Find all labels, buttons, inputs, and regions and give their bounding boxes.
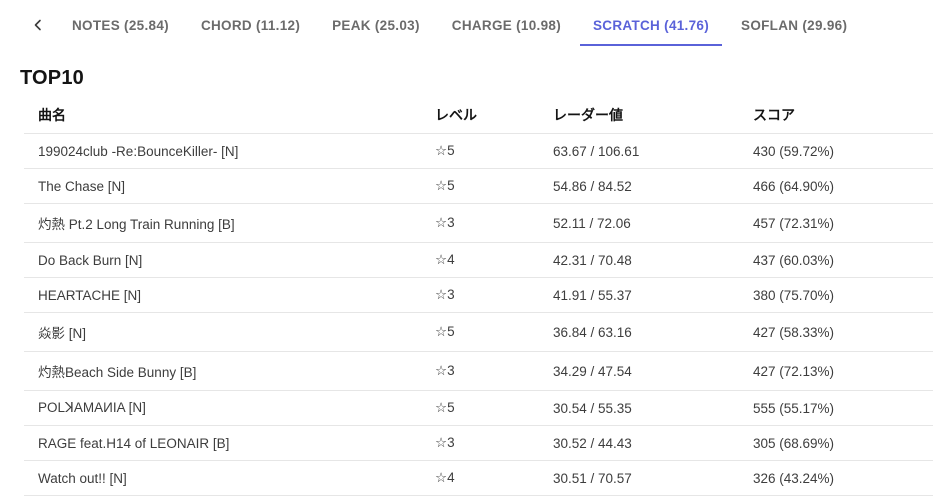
song-title-cell: 199024club -Re:BounceKiller- [N]: [24, 133, 421, 169]
level-cell: ☆4: [421, 460, 539, 496]
table-row: Do Back Burn [N] ☆4 42.31 / 70.48 437 (6…: [24, 242, 933, 278]
radar-value-cell: 41.91 / 55.37: [539, 277, 739, 313]
top10-table: 曲名 レベル レーダー値 スコア 199024club -Re:BounceKi…: [24, 98, 933, 496]
song-title-cell: Watch out!! [N]: [24, 460, 421, 496]
score-cell: 437 (60.03%): [739, 242, 933, 278]
score-cell: 380 (75.70%): [739, 277, 933, 313]
song-title-cell: Do Back Burn [N]: [24, 242, 421, 278]
level-cell: ☆3: [421, 203, 539, 243]
radar-value-cell: 36.84 / 63.16: [539, 312, 739, 352]
column-header-score: スコア: [753, 107, 795, 123]
score-cell: 430 (59.72%): [739, 133, 933, 169]
level-cell: ☆3: [421, 277, 539, 313]
score-cell: 427 (58.33%): [739, 312, 933, 352]
page-title: TOP10: [20, 67, 84, 89]
column-header-song-title: 曲名: [38, 107, 66, 123]
table-row: HEARTACHE [N] ☆3 41.91 / 55.37 380 (75.7…: [24, 277, 933, 313]
radar-value-cell: 34.29 / 47.54: [539, 351, 739, 391]
table-row: POLꓘAMAИIA [N] ☆5 30.54 / 55.35 555 (55.…: [24, 390, 933, 426]
tabs-container: NOTES (25.84) CHORD (11.12) PEAK (25.03) CH…: [56, 0, 863, 50]
table-row: The Chase [N] ☆5 54.86 / 84.52 466 (64.9…: [24, 168, 933, 204]
table-header-row: 曲名 レベル レーダー値 スコア: [24, 98, 933, 134]
level-cell: ☆3: [421, 351, 539, 391]
tab-chord[interactable]: CHORD (11.12): [200, 17, 301, 33]
level-cell: ☆5: [421, 390, 539, 426]
radar-value-cell: 42.31 / 70.48: [539, 242, 739, 278]
radar-value-cell: 30.51 / 70.57: [539, 460, 739, 496]
song-title-cell: POLꓘAMAИIA [N]: [24, 390, 421, 426]
column-header-level: レベル: [435, 107, 477, 123]
score-cell: 326 (43.24%): [739, 460, 933, 496]
level-cell: ☆5: [421, 312, 539, 352]
score-cell: 427 (72.13%): [739, 351, 933, 391]
tab-charge[interactable]: CHARGE (10.98): [451, 17, 561, 33]
tab-soflan[interactable]: SOFLAN (29.96): [741, 17, 848, 33]
radar-value-cell: 54.86 / 84.52: [539, 168, 739, 204]
level-cell: ☆5: [421, 133, 539, 169]
table-row: RAGE feat.H14 of LEONAIR [B] ☆3 30.52 / …: [24, 425, 933, 461]
radar-value-cell: 30.54 / 55.35: [539, 390, 739, 426]
tab-peak[interactable]: PEAK (25.03): [332, 17, 420, 33]
table-row: 灼熱 Pt.2 Long Train Running [B] ☆3 52.11 …: [24, 203, 933, 243]
radar-value-cell: 52.11 / 72.06: [539, 203, 739, 243]
chevron-left-icon: [31, 18, 45, 32]
radar-tab-bar: NOTES (25.84) CHORD (11.12) PEAK (25.03) CH…: [0, 0, 951, 50]
tab-notes[interactable]: NOTES (25.84): [72, 17, 169, 33]
column-header-radar-value: レーダー値: [553, 107, 623, 123]
score-cell: 555 (55.17%): [739, 390, 933, 426]
song-title-cell: 灼熱Beach Side Bunny [B]: [24, 351, 421, 391]
tabs-scroll-left-button[interactable]: [20, 0, 56, 50]
table-row: 灼熱Beach Side Bunny [B] ☆3 34.29 / 47.54 …: [24, 351, 933, 391]
tab-scratch[interactable]: SCRATCH (41.76): [577, 0, 725, 50]
table-row: Watch out!! [N] ☆4 30.51 / 70.57 326 (43…: [24, 460, 933, 496]
score-cell: 466 (64.90%): [739, 168, 933, 204]
table-row: 199024club -Re:BounceKiller- [N] ☆5 63.6…: [24, 133, 933, 169]
level-cell: ☆4: [421, 242, 539, 278]
radar-value-cell: 30.52 / 44.43: [539, 425, 739, 461]
table-row: 焱影 [N] ☆5 36.84 / 63.16 427 (58.33%): [24, 312, 933, 352]
radar-value-cell: 63.67 / 106.61: [539, 133, 739, 169]
song-title-cell: 灼熱 Pt.2 Long Train Running [B]: [24, 203, 421, 243]
level-cell: ☆5: [421, 168, 539, 204]
score-cell: 457 (72.31%): [739, 203, 933, 243]
level-cell: ☆3: [421, 425, 539, 461]
score-cell: 305 (68.69%): [739, 425, 933, 461]
song-title-cell: HEARTACHE [N]: [24, 277, 421, 313]
song-title-cell: 焱影 [N]: [24, 312, 421, 352]
song-title-cell: RAGE feat.H14 of LEONAIR [B]: [24, 425, 421, 461]
song-title-cell: The Chase [N]: [24, 168, 421, 204]
